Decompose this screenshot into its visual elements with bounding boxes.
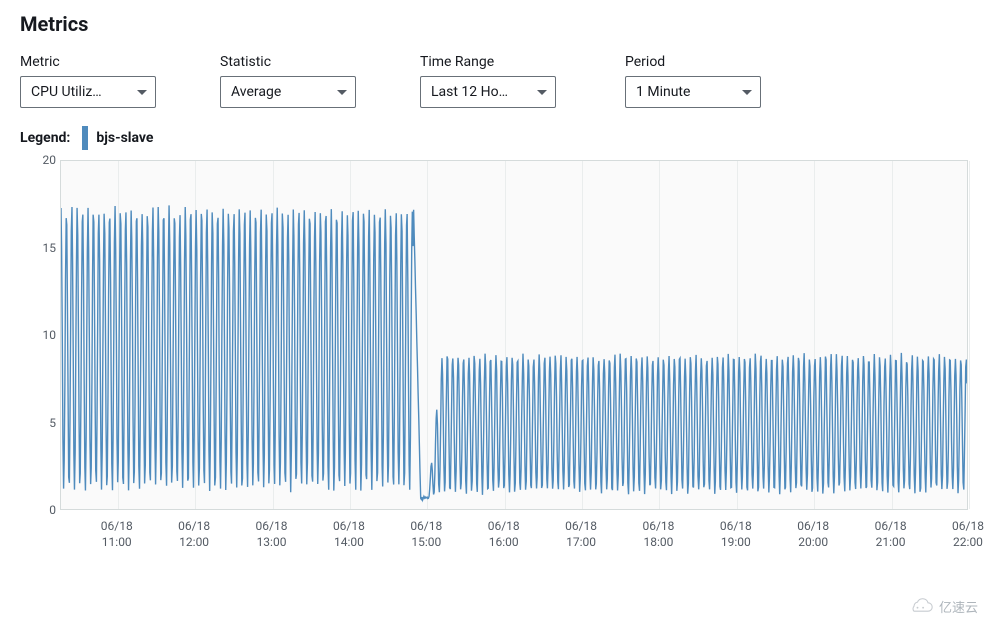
metric-label: Metric (20, 54, 220, 70)
legend-row: Legend: bjs-slave (20, 126, 970, 150)
metric-select-value: CPU Utiliz… (31, 84, 102, 100)
series-svg (61, 161, 967, 509)
x-tick: 06/1817:00 (565, 518, 597, 550)
caret-down-icon (742, 90, 752, 95)
caret-down-icon (337, 90, 347, 95)
cloud-icon (907, 598, 935, 616)
gridline (969, 161, 970, 509)
watermark-text: 亿速云 (939, 597, 978, 616)
x-tick: 06/1818:00 (642, 518, 674, 550)
y-tick: 15 (43, 241, 57, 255)
metric-select[interactable]: CPU Utiliz… (20, 76, 156, 108)
series-line (61, 205, 967, 500)
statistic-label: Statistic (220, 54, 420, 70)
x-tick: 06/1821:00 (875, 518, 907, 550)
period-label: Period (625, 54, 775, 70)
y-axis: 05101520 (20, 160, 60, 510)
statistic-select[interactable]: Average (220, 76, 356, 108)
caret-down-icon (137, 90, 147, 95)
control-group-period: Period 1 Minute (625, 54, 775, 108)
caret-down-icon (537, 90, 547, 95)
timerange-select-value: Last 12 Ho… (431, 84, 508, 100)
chart: 05101520 06/1811:0006/1812:0006/1813:000… (20, 160, 970, 580)
x-tick: 06/1813:00 (256, 518, 288, 550)
period-select[interactable]: 1 Minute (625, 76, 761, 108)
x-tick: 06/1819:00 (720, 518, 752, 550)
x-tick: 06/1812:00 (178, 518, 210, 550)
controls-row: Metric CPU Utiliz… Statistic Average Tim… (20, 54, 970, 108)
legend-series-name: bjs-slave (96, 130, 153, 146)
period-select-value: 1 Minute (636, 84, 690, 100)
page-title: Metrics (20, 12, 970, 36)
y-tick: 0 (49, 503, 56, 517)
x-tick: 06/1822:00 (952, 518, 984, 550)
watermark: 亿速云 (907, 597, 978, 616)
control-group-metric: Metric CPU Utiliz… (20, 54, 220, 108)
x-tick: 06/1816:00 (488, 518, 520, 550)
timerange-label: Time Range (420, 54, 625, 70)
legend-label: Legend: (20, 130, 70, 146)
legend-swatch (82, 126, 88, 150)
plot-area[interactable] (60, 160, 968, 510)
x-tick: 06/1814:00 (333, 518, 365, 550)
y-tick: 20 (43, 153, 57, 167)
timerange-select[interactable]: Last 12 Ho… (420, 76, 556, 108)
control-group-statistic: Statistic Average (220, 54, 420, 108)
x-axis: 06/1811:00 06/1812:00 06/1813:00 06/1814:00… (60, 512, 968, 572)
x-tick: 06/1815:00 (410, 518, 442, 550)
x-tick: 06/1811:00 (101, 518, 133, 550)
control-group-timerange: Time Range Last 12 Ho… (420, 54, 625, 108)
statistic-select-value: Average (231, 84, 281, 100)
legend-item[interactable]: bjs-slave (82, 126, 153, 150)
y-tick: 5 (49, 416, 56, 430)
x-tick: 06/1820:00 (797, 518, 829, 550)
y-tick: 10 (43, 328, 57, 342)
